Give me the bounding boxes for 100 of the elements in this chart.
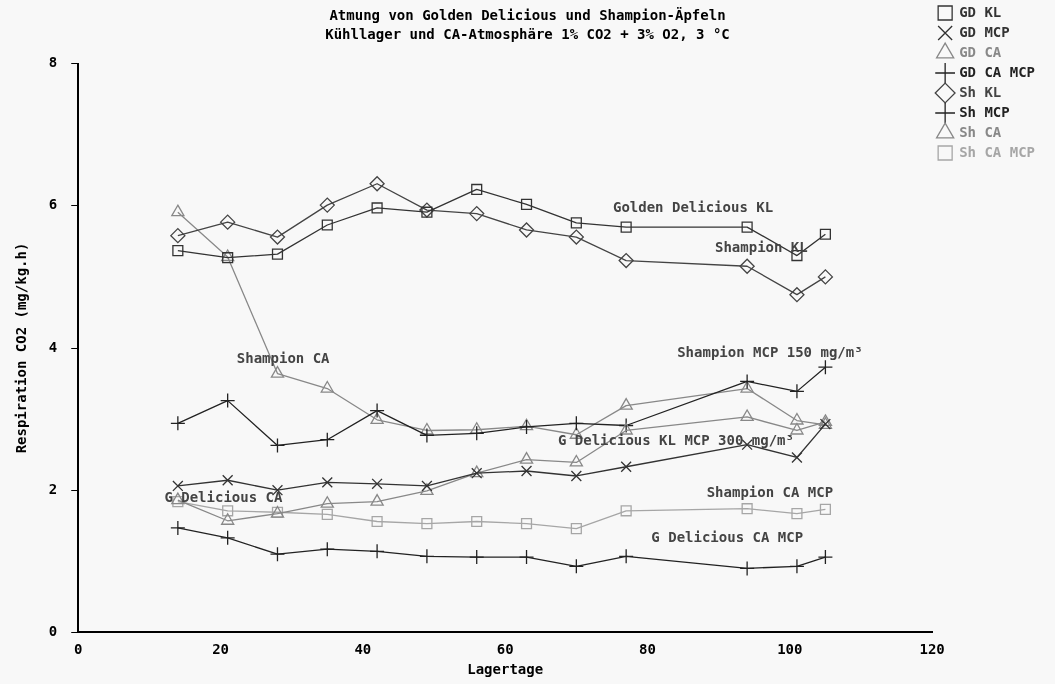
point xyxy=(570,217,582,229)
x-tick-label: 60 xyxy=(496,641,514,658)
point xyxy=(739,258,755,274)
point xyxy=(789,383,805,400)
point xyxy=(520,465,533,477)
point xyxy=(371,478,383,490)
point xyxy=(469,425,485,441)
point xyxy=(172,244,184,257)
x-tick-label: 100 xyxy=(777,641,803,658)
point xyxy=(471,183,483,196)
point xyxy=(419,548,435,564)
point xyxy=(518,419,535,435)
point xyxy=(421,480,433,492)
point xyxy=(520,198,533,210)
y-tick-label: 0 xyxy=(48,623,58,640)
point xyxy=(568,229,584,245)
point xyxy=(321,508,333,520)
point xyxy=(269,229,286,245)
point xyxy=(618,252,634,269)
point xyxy=(817,269,834,285)
point xyxy=(791,508,803,520)
point xyxy=(271,248,284,260)
x-tick-label: 120 xyxy=(919,641,945,658)
point xyxy=(170,520,186,536)
x-tick-label: 0 xyxy=(74,641,83,658)
point xyxy=(620,505,632,517)
point xyxy=(817,359,834,375)
point xyxy=(740,380,754,393)
point xyxy=(370,412,384,424)
point xyxy=(371,202,383,214)
point xyxy=(171,204,185,217)
x-tick-label: 20 xyxy=(212,641,229,658)
point xyxy=(790,422,804,435)
point xyxy=(420,422,434,435)
legend-label: GD CA MCP xyxy=(959,63,1035,80)
point xyxy=(421,518,433,530)
point xyxy=(518,222,535,238)
point xyxy=(170,415,186,432)
point xyxy=(370,493,384,506)
point xyxy=(819,228,831,240)
annotation: Golden Delicious KL xyxy=(612,199,774,216)
annotation: Shampion MCP 150 mg/m³ xyxy=(677,344,863,361)
point xyxy=(618,417,634,434)
point xyxy=(269,546,286,562)
point xyxy=(519,418,534,431)
legend-label: GD CA xyxy=(959,43,1002,60)
point xyxy=(220,513,235,525)
point xyxy=(220,392,236,409)
annotation: G Delicious KL MCP 300 mg/m³ xyxy=(557,432,794,449)
point xyxy=(519,451,534,464)
legend-label: GD KL xyxy=(959,3,1002,20)
y-axis-title: Respiration CO2 (mg/kg.h) xyxy=(13,242,30,454)
point xyxy=(469,205,485,222)
point xyxy=(319,432,335,448)
point xyxy=(618,548,634,564)
point xyxy=(741,503,753,515)
point xyxy=(371,515,383,528)
y-tick-label: 2 xyxy=(48,480,58,497)
chart-title: Atmung von Golden Delicious und Shampion-Äpfeln xyxy=(329,7,726,24)
point xyxy=(320,496,334,508)
point xyxy=(620,221,632,233)
point xyxy=(270,365,285,378)
point xyxy=(789,287,805,303)
y-tick-label: 8 xyxy=(48,54,58,71)
point xyxy=(741,221,753,233)
point xyxy=(222,505,234,517)
y-tick-label: 4 xyxy=(48,338,58,355)
point xyxy=(269,437,286,454)
point xyxy=(320,380,334,393)
legend-label: Sh KL xyxy=(959,83,1002,100)
point xyxy=(518,549,535,565)
point xyxy=(321,476,333,488)
point xyxy=(739,373,755,390)
point xyxy=(740,409,754,422)
point xyxy=(222,474,234,486)
point xyxy=(369,543,385,559)
point xyxy=(319,197,335,213)
point xyxy=(817,549,834,565)
point xyxy=(569,454,584,467)
x-tick-label: 40 xyxy=(354,641,372,658)
point xyxy=(172,480,184,492)
y-tick-label: 6 xyxy=(48,196,58,213)
point xyxy=(321,219,333,231)
x-axis-title: Lagertage xyxy=(467,661,544,678)
point xyxy=(419,427,435,444)
point xyxy=(568,415,584,432)
point xyxy=(419,202,435,218)
point xyxy=(739,560,755,577)
point xyxy=(420,483,434,496)
point xyxy=(570,470,582,482)
legend-label: Sh CA xyxy=(959,123,1002,140)
legend-label: GD MCP xyxy=(959,23,1010,40)
point xyxy=(319,541,335,557)
annotation: Shampion CA xyxy=(236,350,331,367)
point xyxy=(421,206,433,218)
point xyxy=(570,522,582,535)
point xyxy=(220,214,236,230)
annotation: G Delicious CA xyxy=(164,489,283,506)
chart-subtitle: Kühllager und CA-Atmosphäre 1% CO2 + 3% O2, 3 °C xyxy=(325,25,730,42)
point xyxy=(369,176,385,192)
